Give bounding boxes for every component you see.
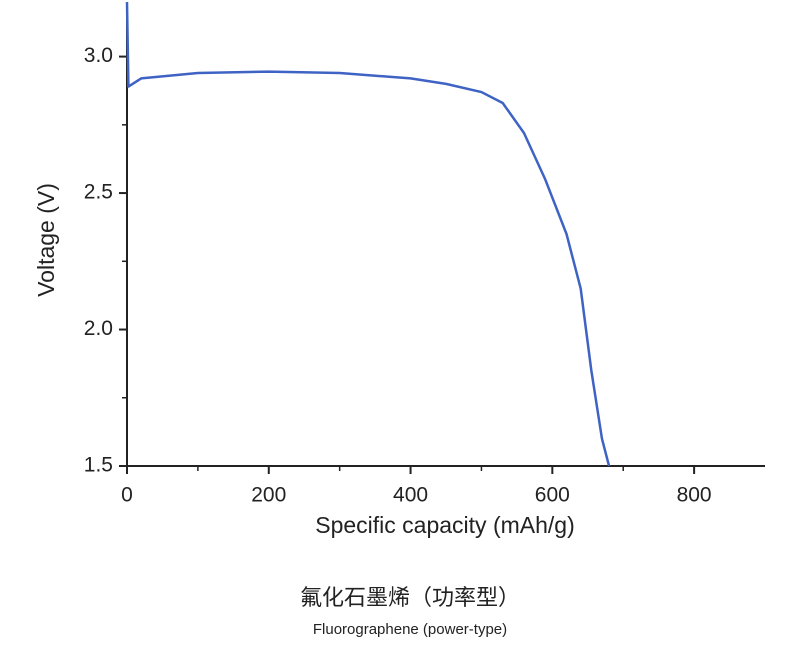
- x-tick-label: 600: [535, 484, 570, 507]
- x-tick-label: 800: [677, 484, 712, 507]
- x-tick-label: 400: [393, 484, 428, 507]
- y-axis-label: Voltage (V): [33, 183, 59, 297]
- caption: 氟化石墨烯（功率型）: [300, 585, 520, 610]
- y-tick-label: 2.0: [84, 317, 113, 340]
- y-tick-label: 2.5: [84, 181, 113, 204]
- x-tick-label: 200: [251, 484, 286, 507]
- y-tick-label: 1.5: [84, 454, 113, 477]
- data-line: [125, 1, 611, 467]
- subcaption: Fluorographene (power-type): [313, 621, 507, 638]
- x-axis-label: Specific capacity (mAh/g): [315, 512, 574, 538]
- x-tick-label: 0: [121, 484, 133, 507]
- y-tick-label: 3.0: [84, 44, 113, 67]
